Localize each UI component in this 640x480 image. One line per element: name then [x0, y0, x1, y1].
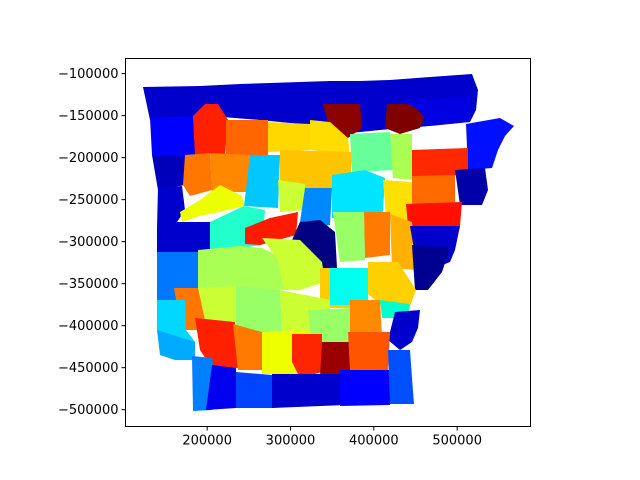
county-region [262, 238, 325, 290]
county-region [157, 186, 185, 228]
county-region [226, 120, 268, 155]
county-region [406, 202, 462, 226]
y-tick-label: −250000 [58, 193, 119, 208]
x-axis: 200000 300000 400000 500000 [182, 426, 482, 449]
y-tick-label: −100000 [58, 67, 119, 82]
county-region [157, 222, 210, 252]
county-region [368, 262, 416, 312]
county-region [388, 310, 420, 350]
county-region [364, 212, 390, 258]
y-tick-label: −200000 [58, 151, 119, 166]
county-region [278, 180, 305, 212]
y-axis: −100000 −150000 −200000 −250000 −300000 −3500… [58, 67, 126, 418]
county-region [412, 245, 450, 290]
county-region [310, 120, 350, 155]
county-region [405, 96, 470, 124]
county-region [348, 332, 390, 370]
county-region [340, 370, 390, 406]
county-region [390, 134, 412, 180]
county-region [300, 188, 332, 228]
county-region [157, 300, 195, 343]
county-region [150, 116, 196, 155]
county-region [333, 212, 365, 262]
county-region [272, 374, 345, 408]
county-region [233, 324, 262, 370]
y-tick-label: −150000 [58, 109, 119, 124]
county-region [193, 104, 228, 155]
county-region [350, 132, 395, 172]
x-tick-label: 500000 [432, 434, 482, 449]
county-region [206, 365, 236, 410]
county-map [143, 74, 514, 411]
y-tick-label: −400000 [58, 319, 119, 334]
x-tick-label: 400000 [349, 434, 399, 449]
county-region [383, 180, 412, 222]
county-region [332, 170, 385, 218]
county-region [412, 175, 455, 204]
county-region [330, 268, 368, 305]
county-region [390, 214, 416, 270]
y-tick-label: −350000 [58, 277, 119, 292]
y-tick-label: −300000 [58, 235, 119, 250]
county-region [455, 168, 488, 205]
county-region [466, 118, 514, 170]
county-region [245, 212, 298, 245]
county-region [183, 153, 212, 196]
y-tick-label: −450000 [58, 361, 119, 376]
county-region [157, 330, 195, 360]
county-region [292, 220, 337, 268]
county-region [350, 300, 382, 336]
y-tick-label: −500000 [58, 403, 119, 418]
axes-frame [125, 58, 531, 427]
county-region [236, 372, 272, 408]
county-region [236, 286, 282, 332]
county-region [180, 185, 244, 222]
county-region [412, 148, 468, 177]
county-region [292, 334, 322, 378]
county-region [195, 318, 238, 368]
county-region [244, 155, 280, 208]
county-region [388, 350, 414, 404]
x-tick-label: 300000 [266, 434, 316, 449]
county-region [268, 122, 312, 152]
county-region [152, 155, 185, 190]
x-tick-label: 200000 [182, 434, 232, 449]
county-region [210, 153, 250, 192]
county-region [198, 286, 236, 322]
county-region [198, 246, 285, 290]
county-region [385, 104, 428, 134]
